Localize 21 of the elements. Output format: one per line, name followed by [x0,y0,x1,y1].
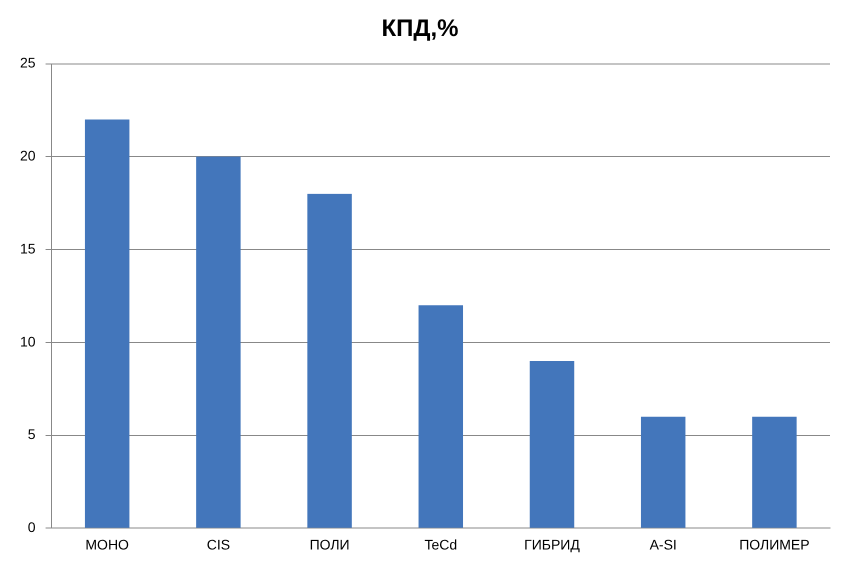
x-tick-label: CIS [206,536,230,552]
y-tick-label: 5 [28,426,36,442]
y-tick-label: 25 [20,54,36,71]
y-tick-label: 20 [20,148,36,164]
x-tick-label: TeCd [424,536,458,552]
bar [640,416,686,528]
chart-title: КПД,% [381,15,459,42]
x-tick-label: ГИБРИД [524,536,580,552]
x-tick-label: МОНО [85,536,130,552]
bar [752,416,797,528]
bar [418,305,464,528]
bar [196,156,241,528]
y-tick-label: 0 [28,519,36,536]
y-tick-label: 15 [20,240,36,256]
bar [84,120,130,528]
x-tick-label: A-SI [650,536,677,552]
bar [530,361,574,528]
bar [307,194,352,528]
y-tick-label: 10 [20,333,36,350]
x-tick-label: ПОЛИ [310,536,350,552]
x-tick-label: ПОЛИМЕР [739,536,810,552]
